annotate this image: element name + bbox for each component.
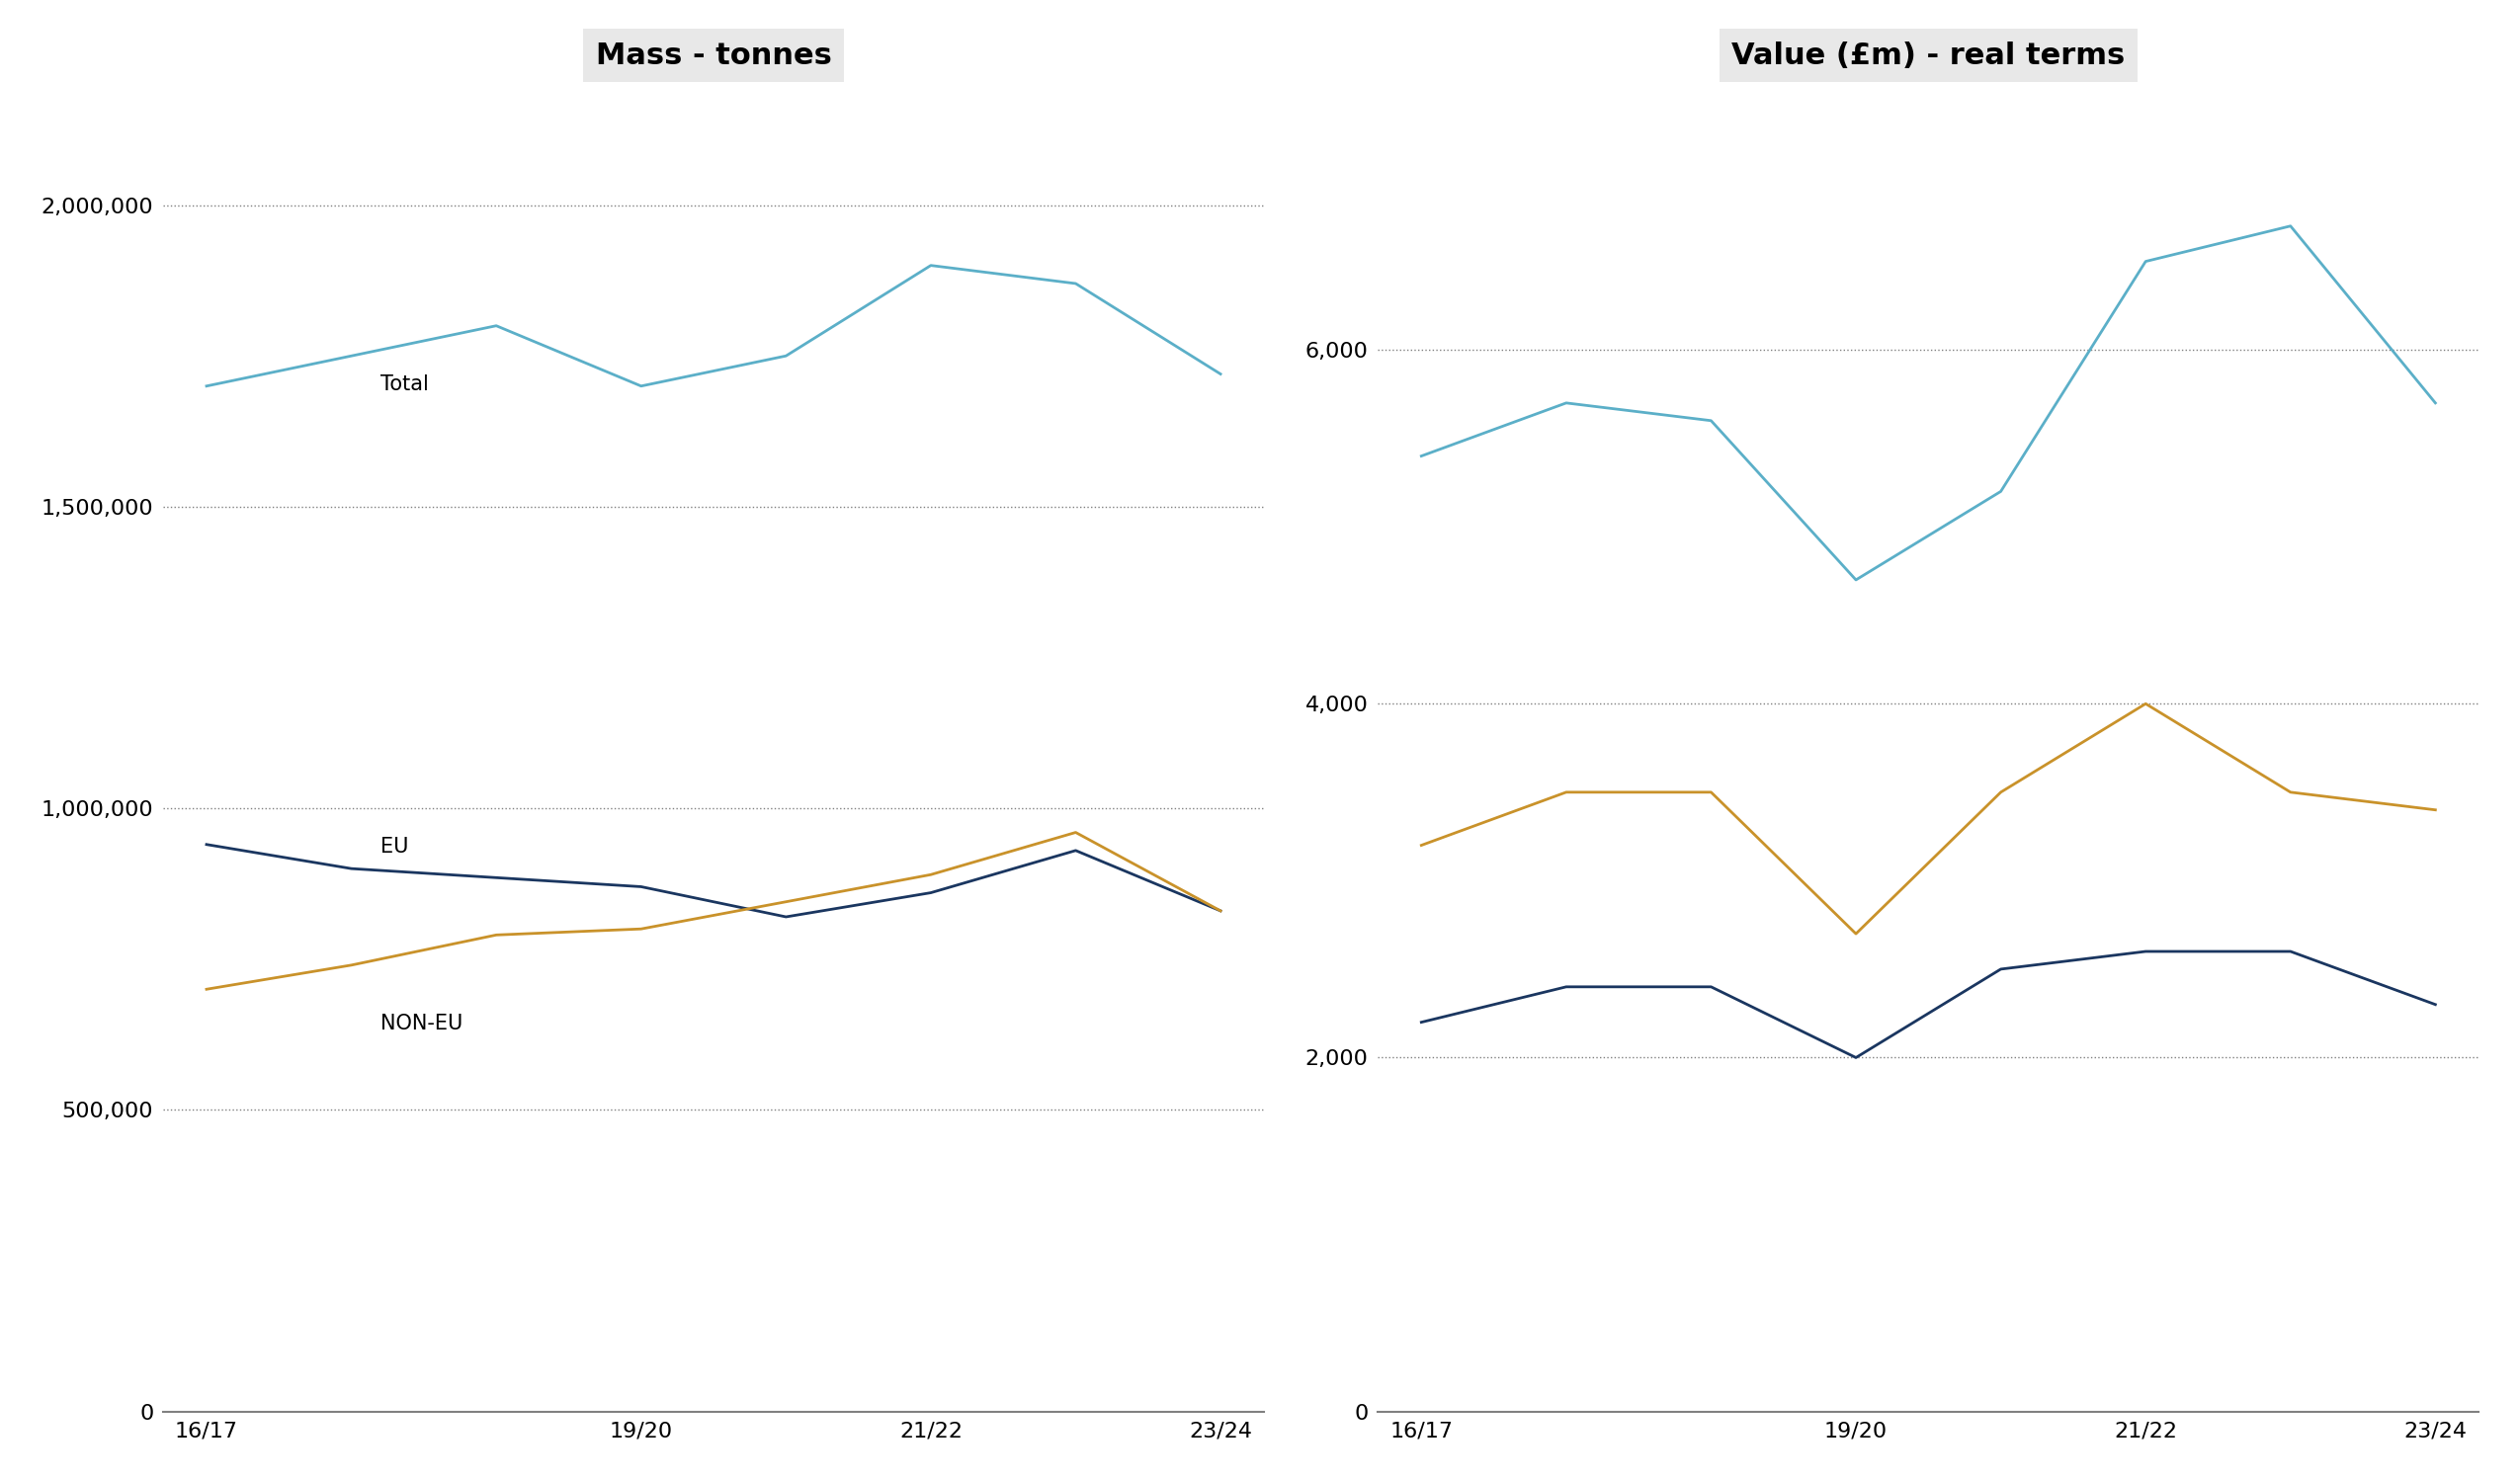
- Text: EU: EU: [381, 837, 408, 857]
- Title: Value (£m) - real terms: Value (£m) - real terms: [1731, 41, 2124, 70]
- Title: Mass - tonnes: Mass - tonnes: [595, 41, 832, 70]
- Text: NON-EU: NON-EU: [381, 1014, 464, 1033]
- Text: Total: Total: [381, 373, 428, 394]
